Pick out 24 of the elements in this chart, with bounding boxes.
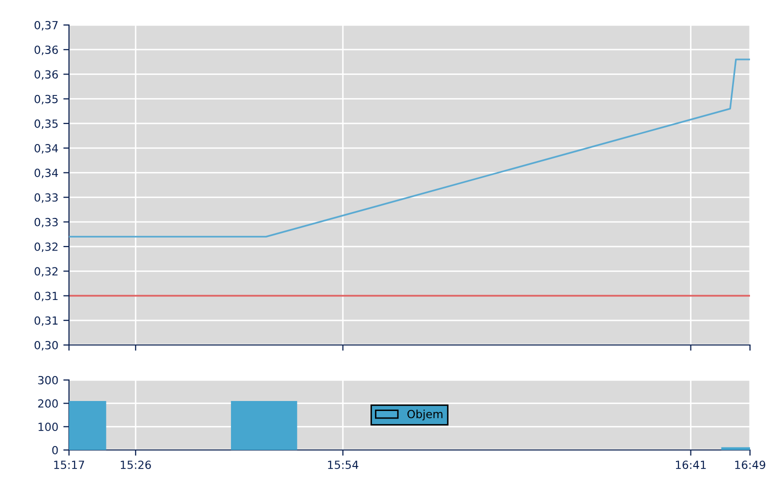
x-tick-label: 15:17	[54, 460, 84, 470]
y-tick-label: 300	[38, 376, 58, 384]
y-tick-label: 0,31	[34, 292, 58, 302]
y-tick-label: 0,35	[34, 119, 58, 129]
y-tick-label: 0,33	[34, 193, 58, 203]
legend-label: Objem	[407, 410, 442, 420]
y-tick-label: 0,36	[34, 46, 58, 56]
y-tick-label: 0,34	[34, 144, 58, 154]
x-tick-label: 16:41	[676, 460, 706, 470]
y-tick-label: 0,33	[34, 218, 58, 228]
y-tick-label: 0,35	[34, 94, 58, 104]
y-tick-label: 200	[38, 399, 58, 408]
y-tick-label: 0,36	[34, 70, 58, 80]
x-tick-label: 16:49	[735, 460, 766, 470]
y-tick-label: 100	[38, 422, 58, 432]
y-tick-label: 0,31	[34, 316, 58, 326]
y-tick-label: 0,32	[34, 242, 58, 252]
x-tick-label: 15:26	[120, 460, 151, 470]
y-tick-label: 0,30	[34, 340, 58, 351]
y-tick-label: 0,37	[34, 20, 58, 31]
y-tick-label: 0,32	[34, 267, 58, 277]
y-tick-label: 0	[52, 446, 58, 454]
y-tick-label: 0,34	[34, 168, 58, 178]
x-tick-label: 15:54	[328, 460, 358, 470]
